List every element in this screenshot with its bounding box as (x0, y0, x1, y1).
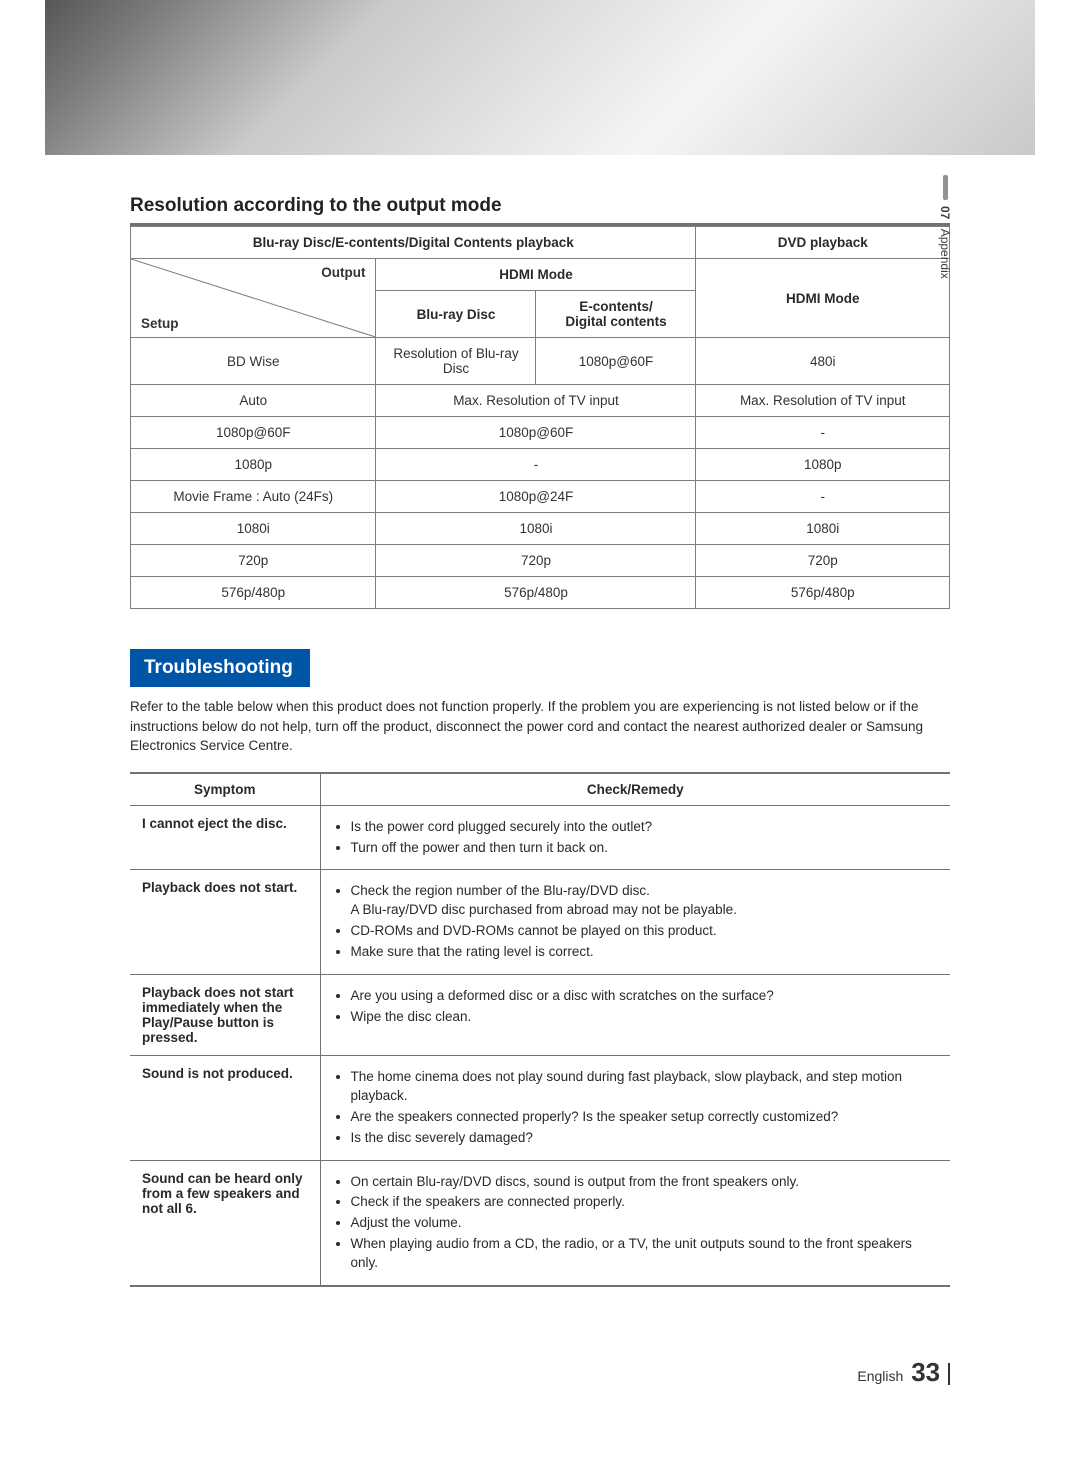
th-setup: Setup (141, 316, 179, 331)
th-remedy: Check/Remedy (320, 773, 950, 806)
res-row-setup: 1080p (131, 449, 376, 481)
res-row-dvd: Max. Resolution of TV input (696, 385, 950, 417)
res-row-dvd: 720p (696, 545, 950, 577)
trb-remedy-item: Are the speakers connected properly? Is … (351, 1108, 939, 1127)
res-row-bluray-merged: 1080p@24F (376, 481, 696, 513)
page-content: 07 Appendix Resolution according to the … (0, 155, 1080, 1448)
res-row-bluray-merged: - (376, 449, 696, 481)
trb-remedy: The home cinema does not play sound duri… (320, 1056, 950, 1161)
th-symptom: Symptom (130, 773, 320, 806)
trb-remedy-item: Is the power cord plugged securely into … (351, 818, 939, 837)
th-output: Output (321, 265, 365, 280)
res-row-setup: 720p (131, 545, 376, 577)
res-row-dvd: - (696, 417, 950, 449)
trb-remedy-item: When playing audio from a CD, the radio,… (351, 1235, 939, 1273)
appendix-side-tab: 07 Appendix (938, 175, 952, 279)
page-footer: English 33 (130, 1357, 950, 1388)
trb-symptom: Playback does not start. (130, 870, 320, 975)
res-row-dvd: - (696, 481, 950, 513)
res-row-dvd: 1080i (696, 513, 950, 545)
trb-remedy-item: On certain Blu-ray/DVD discs, sound is o… (351, 1173, 939, 1192)
output-setup-diagonal-cell: Output Setup (131, 259, 376, 338)
trb-symptom: Sound is not produced. (130, 1056, 320, 1161)
trb-remedy-item: Check the region number of the Blu-ray/D… (351, 882, 939, 920)
page-bar-icon (948, 1363, 950, 1385)
res-row-bluray-merged: Max. Resolution of TV input (376, 385, 696, 417)
section-number: 07 (938, 206, 952, 219)
res-row-setup: 1080p@60F (131, 417, 376, 449)
tab-bar-icon (943, 175, 948, 200)
th-bluray-disc: Blu-ray Disc (376, 291, 536, 338)
res-row-dvd: 1080p (696, 449, 950, 481)
res-row-dvd: 576p/480p (696, 577, 950, 609)
th-econtents: E-contents/ Digital contents (536, 291, 696, 338)
trb-symptom: Playback does not start immediately when… (130, 975, 320, 1056)
res-row-econtents: 1080p@60F (536, 338, 696, 385)
resolution-table: Blu-ray Disc/E-contents/Digital Contents… (130, 226, 950, 609)
trb-remedy-item: Turn off the power and then turn it back… (351, 839, 939, 858)
header-gradient (45, 0, 1035, 155)
trb-remedy-item: Check if the speakers are connected prop… (351, 1193, 939, 1212)
trb-remedy-item: Wipe the disc clean. (351, 1008, 939, 1027)
trb-remedy-item: Are you using a deformed disc or a disc … (351, 987, 939, 1006)
trb-remedy-item: The home cinema does not play sound duri… (351, 1068, 939, 1106)
res-row-bluray: Resolution of Blu-ray Disc (376, 338, 536, 385)
trb-remedy-item: Is the disc severely damaged? (351, 1129, 939, 1148)
th-hdmi-mode: HDMI Mode (376, 259, 696, 291)
page-number: 33 (911, 1357, 940, 1387)
section-label: Appendix (938, 229, 952, 279)
trb-symptom: Sound can be heard only from a few speak… (130, 1160, 320, 1286)
trb-remedy-item: Adjust the volume. (351, 1214, 939, 1233)
troubleshooting-heading: Troubleshooting (130, 649, 310, 687)
res-row-bluray-merged: 576p/480p (376, 577, 696, 609)
troubleshooting-table: Symptom Check/Remedy I cannot eject the … (130, 772, 950, 1287)
trb-remedy: Check the region number of the Blu-ray/D… (320, 870, 950, 975)
res-row-setup: Movie Frame : Auto (24Fs) (131, 481, 376, 513)
res-row-setup: 576p/480p (131, 577, 376, 609)
trb-symptom: I cannot eject the disc. (130, 805, 320, 870)
res-row-bluray-merged: 720p (376, 545, 696, 577)
trb-remedy: On certain Blu-ray/DVD discs, sound is o… (320, 1160, 950, 1286)
res-row-bluray-merged: 1080i (376, 513, 696, 545)
trb-remedy-item: CD-ROMs and DVD-ROMs cannot be played on… (351, 922, 939, 941)
footer-language: English (857, 1368, 903, 1384)
th-dvd-group: DVD playback (696, 227, 950, 259)
troubleshooting-intro: Refer to the table below when this produ… (130, 697, 950, 756)
th-dvd-hdmi: HDMI Mode (696, 259, 950, 338)
trb-remedy: Is the power cord plugged securely into … (320, 805, 950, 870)
trb-remedy-item: Make sure that the rating level is corre… (351, 943, 939, 962)
section-title: Resolution according to the output mode (130, 195, 950, 217)
res-row-bluray-merged: 1080p@60F (376, 417, 696, 449)
trb-remedy: Are you using a deformed disc or a disc … (320, 975, 950, 1056)
res-row-setup: Auto (131, 385, 376, 417)
res-row-dvd: 480i (696, 338, 950, 385)
res-row-setup: BD Wise (131, 338, 376, 385)
th-bluray-group: Blu-ray Disc/E-contents/Digital Contents… (131, 227, 696, 259)
res-row-setup: 1080i (131, 513, 376, 545)
